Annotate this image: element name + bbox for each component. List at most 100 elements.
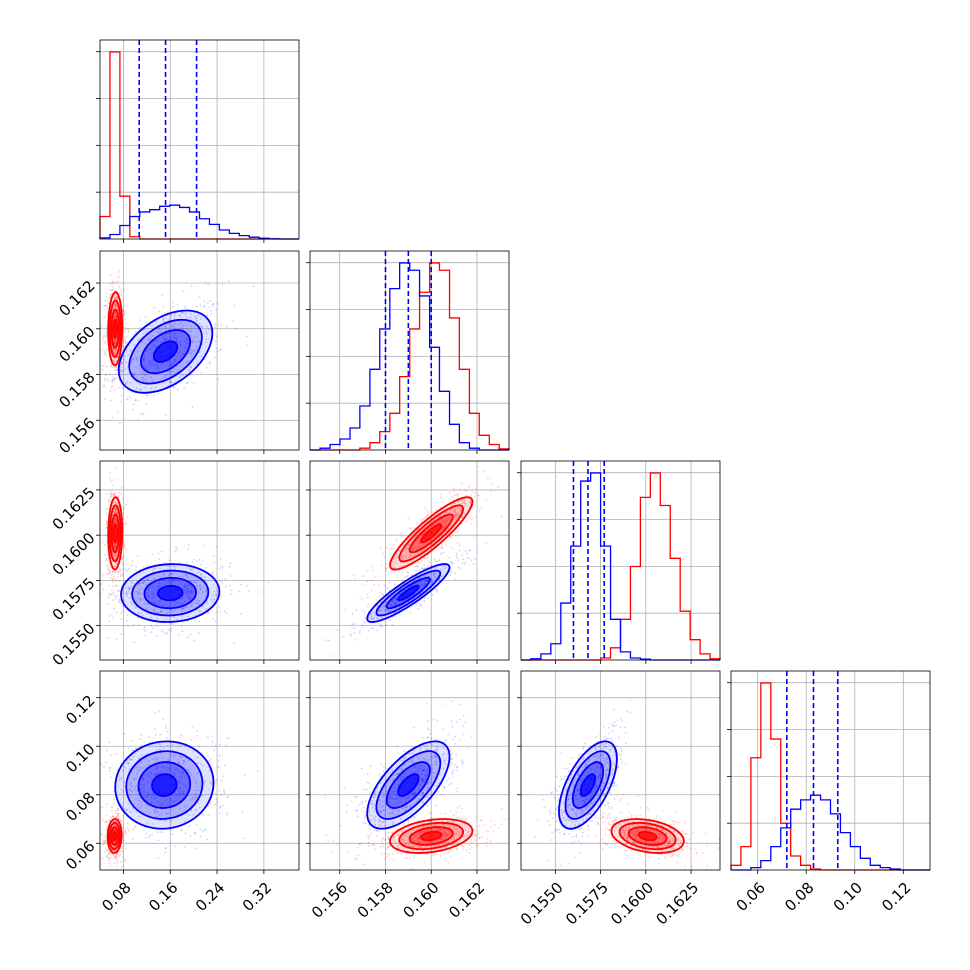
- sample-point: [114, 572, 116, 575]
- sample-point: [103, 350, 106, 353]
- sample-point: [139, 319, 141, 322]
- sample-point: [394, 804, 397, 807]
- sample-point: [115, 611, 118, 614]
- sample-point: [189, 584, 192, 587]
- sample-point: [418, 531, 421, 534]
- sample-point: [479, 508, 481, 511]
- sample-point: [396, 780, 399, 783]
- sample-point: [442, 525, 445, 528]
- sample-point: [397, 549, 400, 552]
- sample-point: [434, 501, 437, 504]
- sample-point: [416, 582, 419, 585]
- sample-point: [116, 861, 119, 863]
- sample-point: [158, 582, 161, 585]
- sample-point: [418, 537, 421, 540]
- sample-point: [430, 578, 433, 581]
- sample-point: [114, 517, 116, 520]
- sample-point: [153, 773, 156, 776]
- sample-point: [392, 561, 395, 563]
- sample-point: [150, 593, 152, 596]
- sample-point: [120, 777, 123, 779]
- sample-point: [153, 364, 156, 366]
- sample-point: [394, 798, 396, 801]
- sample-point: [138, 588, 140, 591]
- sample-point: [188, 759, 190, 762]
- sample-point: [374, 575, 377, 578]
- sample-point: [159, 733, 162, 736]
- sample-point: [140, 612, 143, 615]
- sample-point: [176, 368, 179, 371]
- sample-point: [147, 594, 150, 597]
- sample-point: [157, 856, 160, 859]
- sample-point: [178, 793, 181, 796]
- sample-point: [107, 852, 110, 855]
- sample-point: [107, 852, 110, 855]
- sample-point: [394, 596, 397, 599]
- sample-point: [147, 588, 150, 591]
- sample-point: [464, 513, 466, 516]
- sample-point: [460, 502, 463, 505]
- sample-point: [361, 598, 364, 600]
- sample-point: [195, 786, 198, 789]
- sample-point: [172, 338, 175, 341]
- sample-point: [114, 293, 117, 296]
- sample-point: [245, 335, 248, 338]
- sample-point: [144, 386, 147, 389]
- sample-point: [443, 524, 446, 527]
- sample-point: [203, 576, 206, 579]
- sample-point: [106, 573, 109, 575]
- sample-point: [113, 570, 115, 573]
- sample-point: [402, 564, 405, 567]
- sample-point: [135, 387, 138, 390]
- sample-point: [116, 589, 119, 592]
- sample-point: [452, 562, 454, 565]
- sample-point: [190, 586, 193, 588]
- sample-point: [159, 582, 161, 585]
- sample-point: [141, 783, 144, 786]
- sample-point: [369, 828, 372, 831]
- sample-point: [205, 594, 208, 597]
- sample-point: [127, 746, 130, 749]
- sample-point: [211, 735, 214, 738]
- sample-point: [461, 759, 463, 762]
- sample-point: [379, 763, 382, 766]
- sample-point: [119, 853, 122, 856]
- sample-point: [140, 734, 143, 736]
- sample-point: [419, 748, 421, 751]
- sample-point: [208, 814, 211, 816]
- sample-point: [134, 330, 137, 333]
- sample-point: [152, 823, 155, 825]
- sample-point: [150, 364, 153, 367]
- sample-point: [121, 856, 124, 858]
- sample-point: [424, 758, 427, 761]
- sample-point: [366, 773, 369, 775]
- sample-point: [131, 602, 134, 605]
- sample-point: [122, 605, 125, 608]
- sample-point: [390, 547, 393, 550]
- sample-point: [199, 318, 202, 320]
- sample-point: [463, 501, 466, 504]
- sample-point: [147, 736, 150, 738]
- sample-point: [439, 521, 442, 524]
- sample-point: [465, 561, 467, 564]
- sample-point: [371, 617, 373, 620]
- sample-point: [182, 312, 184, 314]
- sample-point: [104, 543, 106, 546]
- sample-point: [452, 771, 455, 774]
- sample-point: [112, 581, 114, 584]
- sample-point: [218, 754, 221, 757]
- sample-point: [225, 585, 227, 588]
- sample-point: [124, 330, 126, 333]
- sample-point: [149, 337, 152, 340]
- sample-point: [176, 548, 179, 551]
- sample-point: [239, 613, 242, 615]
- sample-point: [146, 381, 149, 384]
- sample-point: [109, 852, 112, 855]
- sample-point: [443, 567, 446, 570]
- sample-point: [408, 543, 410, 546]
- sample-point: [167, 803, 169, 806]
- sample-point: [146, 394, 149, 397]
- sample-point: [153, 773, 156, 776]
- sample-point: [143, 357, 146, 360]
- sample-point: [196, 756, 199, 759]
